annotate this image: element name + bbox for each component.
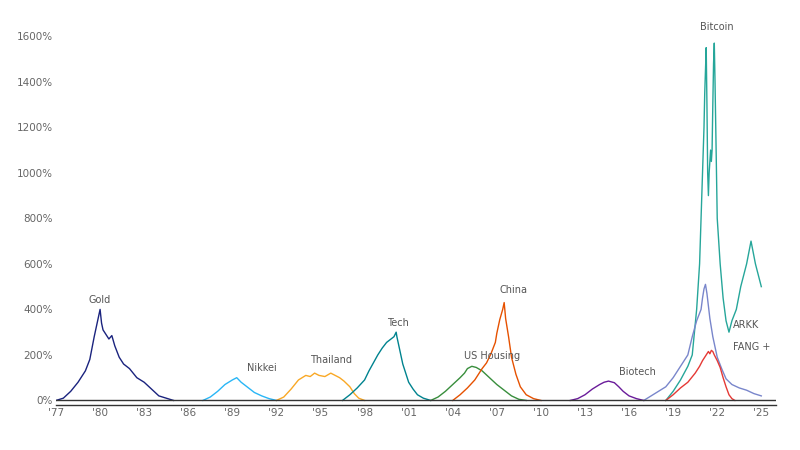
- Text: US Housing: US Housing: [465, 351, 521, 360]
- Text: Thailand: Thailand: [310, 355, 352, 365]
- Text: ARKK: ARKK: [734, 320, 760, 330]
- Text: Biotech: Biotech: [618, 367, 656, 377]
- Text: China: China: [500, 284, 528, 295]
- Text: Bitcoin: Bitcoin: [699, 22, 734, 32]
- Text: FANG +: FANG +: [734, 342, 770, 351]
- Text: Nikkei: Nikkei: [247, 363, 277, 373]
- Text: Tech: Tech: [386, 318, 409, 328]
- Text: Gold: Gold: [88, 295, 110, 305]
